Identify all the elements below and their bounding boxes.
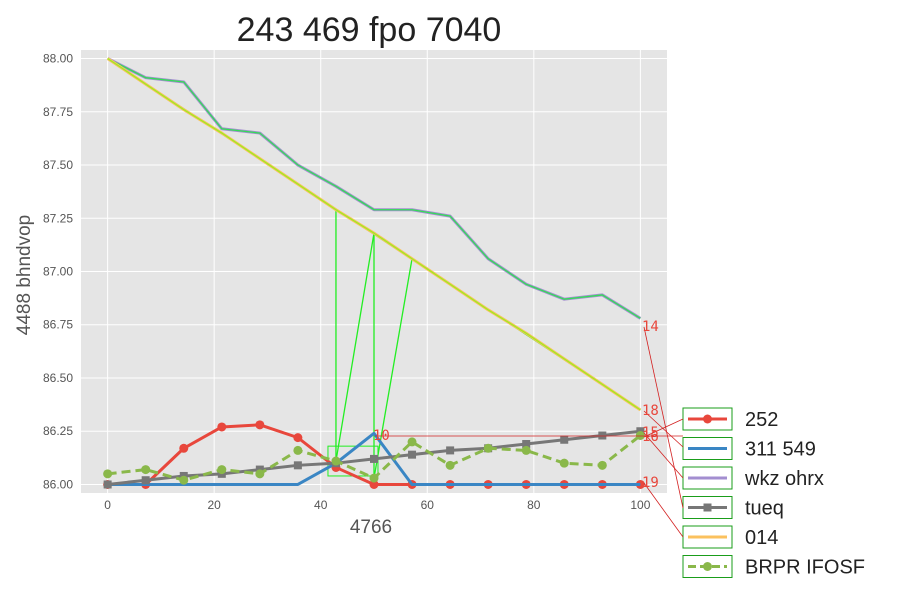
chart-title: 243 469 fpo 7040 bbox=[237, 11, 502, 49]
data-point bbox=[598, 431, 607, 440]
data-point bbox=[103, 469, 113, 479]
data-point bbox=[483, 443, 493, 453]
data-point bbox=[141, 476, 150, 485]
x-tick-label: 0 bbox=[104, 498, 111, 512]
legend-label: 252 bbox=[745, 409, 778, 431]
annotation-leader bbox=[643, 418, 684, 438]
y-tick-label: 86.00 bbox=[43, 477, 73, 491]
y-tick-label: 86.25 bbox=[43, 424, 73, 438]
data-point bbox=[103, 480, 112, 489]
series-line-1 bbox=[107, 431, 641, 486]
data-point bbox=[293, 445, 303, 455]
y-tick-label: 88.00 bbox=[43, 52, 73, 66]
y-tick-label: 87.00 bbox=[43, 265, 73, 279]
data-point bbox=[179, 475, 189, 485]
data-point bbox=[446, 446, 455, 455]
legend-marker bbox=[703, 562, 712, 571]
data-point bbox=[369, 479, 379, 489]
legend-label: 014 bbox=[745, 527, 778, 549]
data-point bbox=[445, 460, 455, 470]
data-point bbox=[141, 465, 151, 475]
annotation-label: 14 bbox=[642, 319, 659, 335]
series-highlight-4 bbox=[107, 58, 641, 411]
data-point bbox=[179, 443, 189, 453]
legend-label: BRPR IFOSF bbox=[745, 557, 865, 579]
x-axis-ticks: 0 20 40 60 80 100 bbox=[104, 498, 650, 512]
data-point bbox=[369, 473, 379, 483]
data-point bbox=[217, 465, 227, 475]
data-point bbox=[597, 460, 607, 470]
data-point bbox=[331, 456, 341, 466]
legend-marker bbox=[703, 414, 712, 424]
annotation-label: 15 bbox=[642, 425, 659, 441]
annotation-label: 10 bbox=[373, 428, 390, 444]
data-point bbox=[407, 437, 417, 447]
data-point bbox=[255, 420, 265, 430]
y-tick-label: 87.50 bbox=[43, 158, 73, 172]
overlay-line bbox=[335, 233, 375, 462]
annotation-leader bbox=[643, 432, 684, 479]
data-point bbox=[559, 458, 569, 468]
data-point bbox=[293, 433, 303, 443]
legend: 252 311 549 wkz ohrx tueq 014 BRPR IFOSF bbox=[682, 407, 865, 579]
y-tick-label: 87.75 bbox=[43, 105, 73, 119]
x-tick-label: 40 bbox=[314, 498, 328, 512]
annotation-leader bbox=[643, 326, 684, 509]
data-point bbox=[255, 469, 265, 479]
x-tick-label: 60 bbox=[421, 498, 435, 512]
annotation-label: 18 bbox=[642, 403, 659, 419]
x-tick-label: 100 bbox=[630, 498, 650, 512]
legend-label: 311 549 bbox=[745, 439, 816, 461]
data-point bbox=[370, 454, 378, 463]
data-point bbox=[635, 430, 645, 440]
legend-label: tueq bbox=[745, 498, 784, 520]
data-point bbox=[560, 435, 569, 444]
annotation-label: 19 bbox=[642, 475, 659, 491]
annotation-label: 16 bbox=[642, 429, 659, 445]
series-highlight-2 bbox=[107, 57, 641, 319]
y-axis-ticks: 86.00 86.25 86.50 86.75 87.00 87.25 87.50 87.75… bbox=[43, 52, 73, 492]
y-tick-label: 86.75 bbox=[43, 318, 73, 332]
y-tick-label: 86.50 bbox=[43, 371, 73, 385]
legend-label: wkz ohrx bbox=[744, 468, 824, 490]
data-point bbox=[293, 461, 302, 470]
annotation-leader bbox=[643, 482, 684, 538]
data-point bbox=[522, 440, 531, 449]
series-group bbox=[103, 57, 645, 489]
data-point bbox=[217, 422, 227, 432]
x-axis-label: 4766 bbox=[350, 517, 392, 538]
annotation-leader bbox=[643, 410, 684, 448]
y-tick-label: 87.25 bbox=[43, 211, 73, 225]
data-point bbox=[521, 445, 531, 455]
data-point bbox=[408, 450, 417, 459]
x-tick-label: 20 bbox=[208, 498, 222, 512]
y-axis-label: 4488 bhndvop bbox=[14, 215, 35, 335]
x-tick-label: 80 bbox=[527, 498, 541, 512]
legend-marker bbox=[703, 503, 712, 512]
